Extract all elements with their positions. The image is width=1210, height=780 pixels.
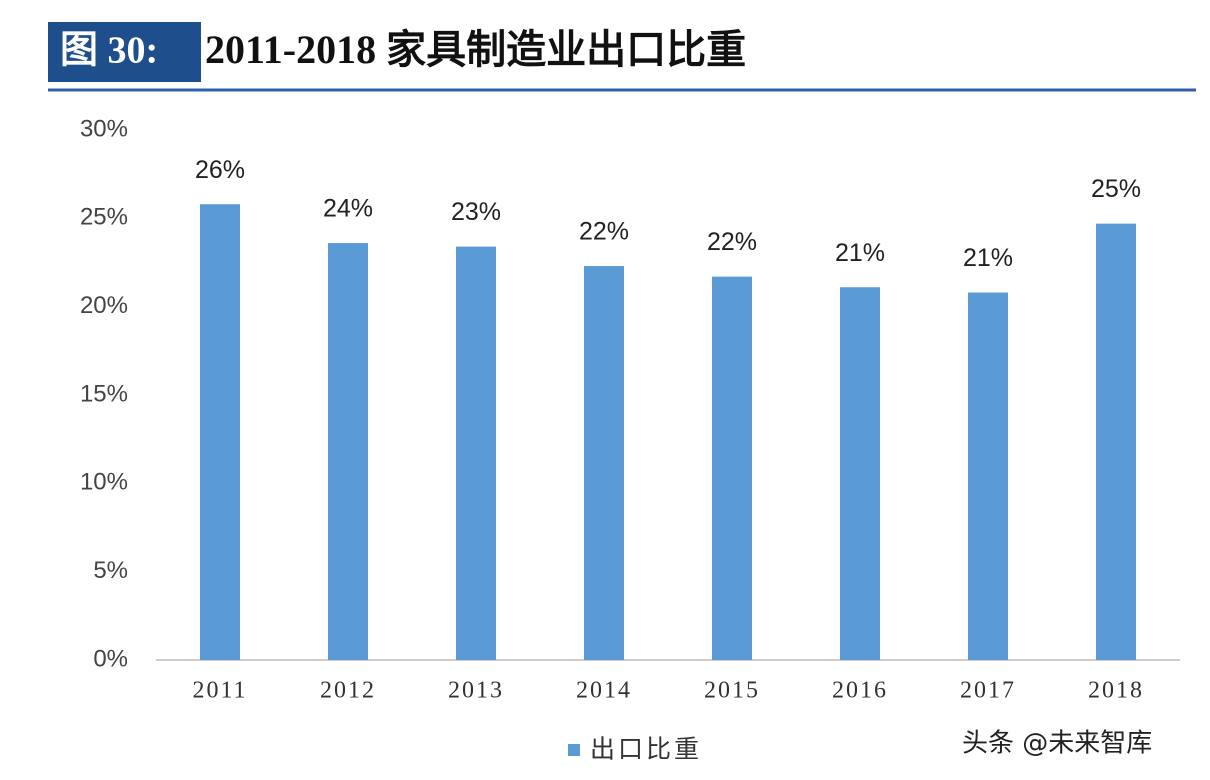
- value-label: 25%: [1091, 175, 1141, 203]
- value-label: 21%: [835, 239, 885, 267]
- bar: [840, 287, 880, 660]
- value-label: 23%: [451, 198, 501, 226]
- bar: [1096, 223, 1136, 660]
- x-tick-label: 2016: [832, 678, 888, 704]
- y-tick-label: 15%: [80, 380, 128, 407]
- title-box: [48, 22, 201, 82]
- legend-swatch: [568, 744, 580, 756]
- bar: [456, 246, 496, 660]
- x-tick-label: 2013: [448, 678, 504, 704]
- bar: [584, 266, 624, 660]
- x-tick-label: 2014: [576, 678, 632, 704]
- bar: [200, 204, 240, 660]
- x-tick-label: 2012: [320, 678, 376, 704]
- y-tick-label: 10%: [80, 469, 128, 496]
- x-tick-label: 2018: [1088, 678, 1144, 704]
- x-tick-label: 2011: [192, 678, 247, 704]
- value-label: 22%: [707, 228, 757, 256]
- bar: [968, 292, 1008, 660]
- value-label: 24%: [323, 195, 373, 223]
- y-tick-label: 20%: [80, 292, 128, 319]
- y-tick-label: 0%: [93, 645, 128, 672]
- x-tick-label: 2017: [960, 678, 1016, 704]
- x-tick-label: 2015: [704, 678, 760, 704]
- bar: [328, 243, 368, 661]
- value-label: 22%: [579, 218, 629, 246]
- watermark: 头条 @未来智库: [962, 729, 1152, 759]
- y-tick-label: 5%: [93, 557, 128, 584]
- chart-title: 2011-2018 家具制造业出口比重: [205, 27, 746, 72]
- figure-label: 图 30:: [60, 30, 158, 72]
- bar: [712, 276, 752, 660]
- y-tick-label: 30%: [80, 115, 128, 142]
- legend-label: 出口比重: [590, 736, 702, 764]
- value-label: 26%: [195, 156, 245, 184]
- y-tick-label: 25%: [80, 204, 128, 231]
- value-label: 21%: [963, 244, 1013, 272]
